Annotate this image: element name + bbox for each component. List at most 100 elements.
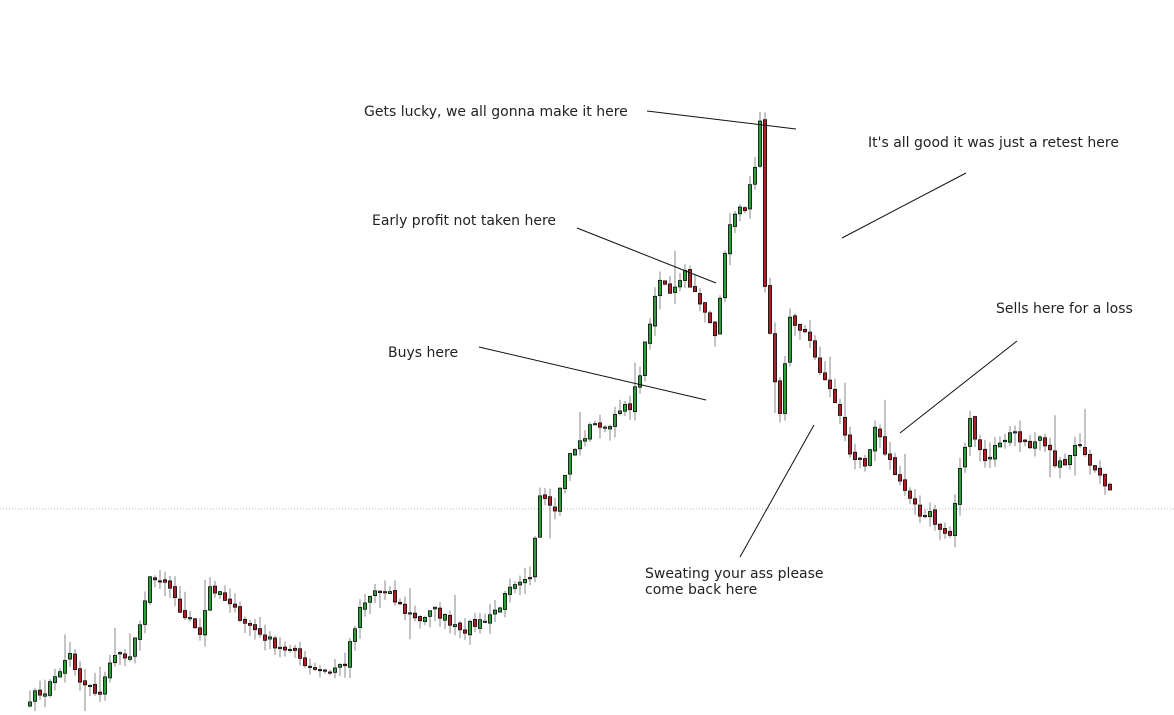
candle-body-up	[673, 286, 678, 293]
candle-body-down	[162, 579, 167, 583]
candle-body-up	[1068, 455, 1073, 466]
candle-body-up	[1073, 444, 1078, 457]
candle-body-down	[983, 448, 988, 461]
candle-body-up	[748, 184, 753, 210]
candle-body-up	[648, 323, 653, 344]
candle-body-down	[322, 669, 327, 672]
candle-body-down	[317, 669, 322, 672]
candle-body-up	[1003, 439, 1008, 443]
candle-body-up	[43, 693, 48, 697]
candle-body-down	[302, 657, 307, 666]
candle-body-up	[118, 652, 123, 655]
candle-body-up	[108, 662, 113, 679]
candle-body-down	[973, 416, 978, 440]
annotation-retest: It's all good it was just a retest here	[868, 135, 1119, 151]
candles-group	[27, 111, 1113, 715]
candle-body-up	[202, 610, 207, 636]
candle-body-up	[593, 423, 598, 426]
candle-body-down	[157, 580, 162, 583]
candle-body-up	[422, 617, 427, 623]
candle-body-up	[427, 610, 432, 617]
candle-body-down	[1093, 465, 1098, 471]
annotation-line-buys	[478, 346, 707, 401]
candle-body-up	[783, 363, 788, 414]
candle-body-up	[613, 414, 618, 427]
candle-body-up	[367, 595, 372, 603]
candle-body-down	[93, 683, 98, 694]
candle-body-down	[237, 606, 242, 621]
annotation-lines	[478, 110, 1018, 558]
candle-body-down	[848, 434, 853, 455]
candle-body-down	[763, 119, 768, 287]
candle-body-down	[252, 624, 257, 631]
candle-body-up	[332, 667, 337, 673]
candle-body-up	[487, 614, 492, 624]
candle-body-up	[53, 676, 58, 684]
candle-body-up	[407, 612, 412, 615]
candle-body-up	[573, 449, 578, 456]
candle-body-up	[48, 681, 53, 696]
candle-body-down	[177, 598, 182, 613]
annotation-sweating-line1: Sweating your ass please	[645, 566, 824, 582]
candle-body-down	[38, 689, 43, 696]
candle-body-down	[863, 458, 868, 467]
candle-body-down	[1088, 453, 1093, 466]
candle-body-down	[883, 436, 888, 455]
candle-body-down	[918, 504, 923, 517]
candle-body-up	[928, 511, 933, 518]
candle-body-down	[893, 457, 898, 476]
candle-body-down	[232, 603, 237, 608]
candle-body-down	[693, 286, 698, 293]
candle-body-up	[497, 607, 502, 613]
candle-body-up	[1033, 441, 1038, 449]
candle-body-down	[437, 607, 442, 619]
candle-body-down	[808, 331, 813, 341]
candle-body-down	[1063, 459, 1068, 466]
candle-body-up	[432, 606, 437, 610]
candle-body-down	[663, 280, 668, 285]
candle-body-down	[272, 637, 277, 649]
candle-body-down	[1023, 439, 1028, 443]
candle-body-up	[518, 581, 523, 586]
candle-body-up	[658, 279, 663, 297]
candle-body-up	[63, 660, 68, 674]
candle-body-down	[447, 614, 452, 626]
candle-body-down	[182, 610, 187, 619]
candle-body-down	[923, 515, 928, 518]
candle-body-down	[257, 628, 262, 635]
candle-body-up	[1013, 431, 1018, 434]
candle-body-down	[1053, 450, 1058, 467]
candle-body-up	[127, 656, 132, 660]
candle-body-down	[172, 586, 177, 598]
candle-body-down	[743, 207, 748, 212]
candle-body-up	[362, 602, 367, 610]
candle-body-up	[753, 166, 758, 185]
candle-body-up	[142, 600, 147, 625]
candle-body-down	[1078, 444, 1083, 447]
candle-body-up	[277, 646, 282, 649]
candle-body-up	[558, 487, 563, 512]
candle-body-down	[292, 647, 297, 651]
candle-body-down	[703, 302, 708, 313]
candle-body-down	[598, 422, 603, 428]
candle-body-down	[913, 498, 918, 505]
candle-body-up	[337, 664, 342, 668]
candle-body-up	[207, 586, 212, 611]
candle-body-down	[152, 577, 157, 581]
candle-body-down	[858, 457, 863, 460]
candle-body-down	[282, 646, 287, 651]
candle-body-down	[793, 315, 798, 326]
candle-body-up	[442, 614, 447, 621]
candle-body-down	[1103, 473, 1108, 487]
candle-body-down	[943, 528, 948, 534]
candle-body-up	[733, 213, 738, 227]
annotation-line-gets-lucky	[646, 110, 797, 130]
candle-body-down	[98, 691, 103, 695]
candle-body-down	[838, 404, 843, 416]
candle-body-up	[137, 624, 142, 640]
candle-body-up	[287, 648, 292, 651]
candle-body-down	[242, 618, 247, 624]
candle-body-down	[417, 616, 422, 622]
candle-body-down	[222, 592, 227, 601]
candle-body-down	[713, 321, 718, 337]
